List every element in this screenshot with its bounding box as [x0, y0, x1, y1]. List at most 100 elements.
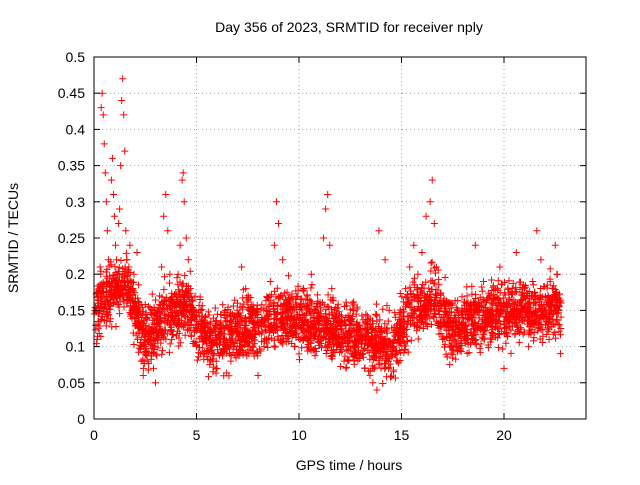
data-point: [139, 356, 147, 364]
data-point: [136, 321, 144, 329]
data-point: [292, 303, 300, 311]
data-point: [478, 317, 486, 325]
data-point: [322, 350, 330, 358]
data-point: [488, 335, 496, 343]
data-point: [345, 356, 353, 364]
data-point: [109, 191, 117, 199]
data-point: [210, 350, 218, 358]
data-point: [292, 316, 300, 324]
data-point: [556, 350, 564, 358]
data-point: [287, 328, 295, 336]
data-point: [111, 263, 119, 271]
data-point: [263, 311, 271, 319]
data-point: [471, 241, 479, 249]
data-point: [129, 285, 137, 293]
data-point: [443, 353, 451, 361]
data-point: [482, 326, 490, 334]
data-point: [246, 342, 254, 350]
data-point: [436, 322, 444, 330]
data-point: [352, 338, 360, 346]
data-point: [115, 263, 123, 271]
data-point: [149, 364, 157, 372]
data-point: [165, 348, 173, 356]
data-point: [385, 364, 393, 372]
data-point: [464, 311, 472, 319]
data-point: [430, 220, 438, 228]
data-point: [342, 321, 350, 329]
grid-lines: [94, 57, 586, 419]
data-point: [188, 314, 196, 322]
data-point: [303, 292, 311, 300]
data-point: [431, 300, 439, 308]
data-point: [340, 357, 348, 365]
data-point: [432, 294, 440, 302]
data-point: [211, 304, 219, 312]
data-point: [262, 306, 270, 314]
data-point: [546, 300, 554, 308]
data-point: [229, 302, 237, 310]
data-point: [390, 323, 398, 331]
data-point: [504, 314, 512, 322]
data-point: [198, 312, 206, 320]
data-point: [161, 314, 169, 322]
data-point: [220, 372, 228, 380]
data-point: [474, 303, 482, 311]
data-point: [452, 318, 460, 326]
data-point: [344, 347, 352, 355]
data-point: [123, 297, 131, 305]
data-point: [342, 298, 350, 306]
data-point: [311, 306, 319, 314]
data-point: [218, 325, 226, 333]
data-point: [120, 111, 128, 119]
data-point: [410, 274, 418, 282]
data-point: [262, 297, 270, 305]
data-point: [469, 309, 477, 317]
data-point: [455, 321, 463, 329]
data-point: [418, 310, 426, 318]
data-point: [244, 332, 252, 340]
data-point: [295, 350, 303, 358]
data-point: [399, 308, 407, 316]
data-point: [236, 324, 244, 332]
data-point: [106, 318, 114, 326]
data-point: [164, 329, 172, 337]
data-point: [318, 313, 326, 321]
data-point: [395, 328, 403, 336]
data-point: [494, 286, 502, 294]
data-point: [395, 310, 403, 318]
data-point: [421, 294, 429, 302]
data-point: [472, 294, 480, 302]
data-point: [101, 169, 109, 177]
data-point: [179, 169, 187, 177]
data-point: [534, 327, 542, 335]
data-point: [361, 364, 369, 372]
data-point: [457, 310, 465, 318]
data-point: [143, 314, 151, 322]
data-point: [437, 314, 445, 322]
data-point: [512, 283, 520, 291]
data-point: [112, 323, 120, 331]
data-point: [346, 343, 354, 351]
data-point: [501, 289, 509, 297]
data-point: [499, 345, 507, 353]
data-point: [284, 320, 292, 328]
data-point: [173, 327, 181, 335]
data-point: [434, 306, 442, 314]
data-point: [133, 311, 141, 319]
x-tick-label: 15: [394, 427, 410, 443]
data-point: [336, 348, 344, 356]
data-point: [431, 310, 439, 318]
data-point: [139, 372, 147, 380]
data-point: [193, 356, 201, 364]
data-point: [238, 337, 246, 345]
data-point: [191, 292, 199, 300]
data-point: [402, 285, 410, 293]
data-point: [328, 323, 336, 331]
data-point: [278, 337, 286, 345]
data-point: [494, 334, 502, 342]
data-point: [295, 315, 303, 323]
data-point: [294, 282, 302, 290]
data-point: [344, 328, 352, 336]
data-point: [134, 335, 142, 343]
data-point: [254, 372, 262, 380]
